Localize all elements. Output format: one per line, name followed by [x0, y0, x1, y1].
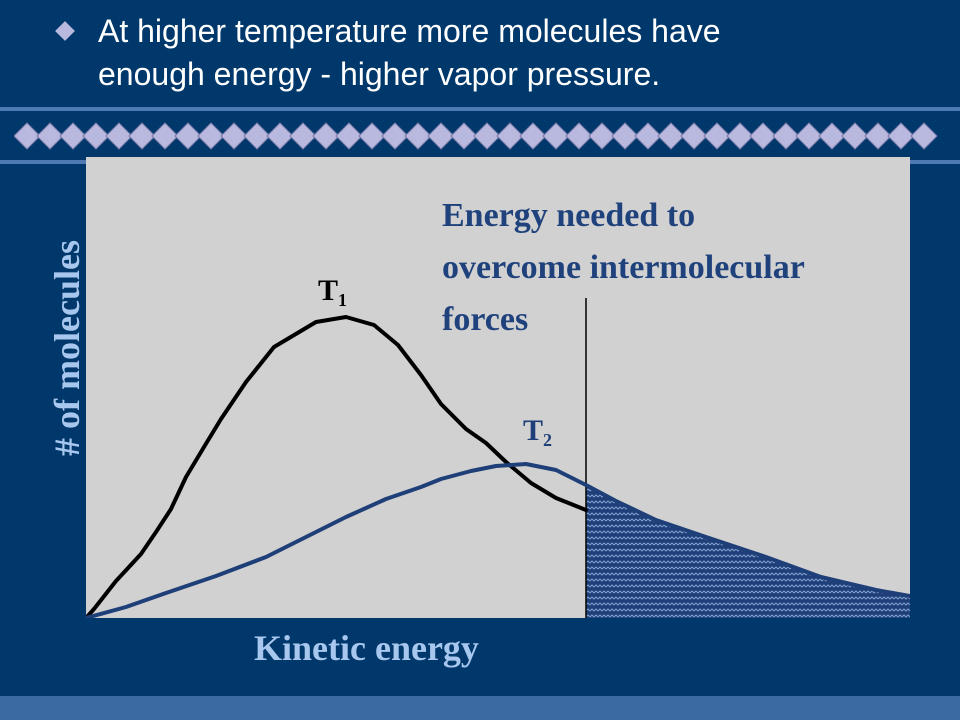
chain-diamond: [795, 122, 823, 150]
label-t2-sub: 2: [543, 430, 553, 450]
chain-diamond: [266, 122, 294, 150]
chain-diamond: [887, 122, 915, 150]
chain-diamond: [703, 122, 731, 150]
chain-diamond: [289, 122, 317, 150]
chain-diamond: [82, 122, 110, 150]
label-t1: T1: [318, 274, 347, 311]
diagram-panel: [86, 157, 910, 618]
chain-diamond: [151, 122, 179, 150]
bullet-text: At higher temperature more molecules hav…: [98, 10, 721, 96]
annotation-line-3: forces: [442, 301, 529, 338]
label-t1-sub: 1: [338, 290, 348, 310]
distribution-plot: [86, 298, 910, 618]
chain-diamond: [611, 122, 639, 150]
chain-diamond: [220, 122, 248, 150]
chain-diamond: [381, 122, 409, 150]
chain-diamond: [404, 122, 432, 150]
chain-diamond: [588, 122, 616, 150]
chain-diamond: [358, 122, 386, 150]
diamond-bullet-icon: [55, 21, 75, 41]
chain-diamond: [772, 122, 800, 150]
top-rule: [0, 107, 960, 111]
chain-diamond: [726, 122, 754, 150]
x-axis-title: Kinetic energy: [254, 628, 479, 668]
chain-diamond: [496, 122, 524, 150]
chain-diamond: [174, 122, 202, 150]
label-t2: T2: [523, 414, 552, 451]
chain-diamond: [450, 122, 478, 150]
chain-diamond: [243, 122, 271, 150]
chain-diamond: [542, 122, 570, 150]
label-t1-base: T: [318, 274, 339, 307]
chain-diamond: [14, 122, 41, 150]
chain-diamond: [910, 122, 938, 150]
annotation-line-2: overcome intermolecular: [442, 249, 805, 286]
chain-diamond: [818, 122, 846, 150]
chain-diamond: [680, 122, 708, 150]
chain-diamond: [749, 122, 777, 150]
chain-diamond: [657, 122, 685, 150]
chain-diamond: [36, 122, 64, 150]
label-t2-base: T: [523, 414, 544, 447]
energy-annotation: Energy needed to overcome intermolecular…: [442, 190, 805, 346]
bullet-line-2: enough energy - higher vapor pressure.: [98, 56, 661, 92]
chain-diamond: [312, 122, 340, 150]
chain-diamond: [128, 122, 156, 150]
chain-diamond: [59, 122, 87, 150]
chain-diamond: [473, 122, 501, 150]
annotation-line-1: Energy needed to: [442, 197, 696, 234]
chain-diamond: [565, 122, 593, 150]
chain-diamond: [105, 122, 133, 150]
curve-t1: [86, 315, 588, 618]
chain-diamond: [634, 122, 662, 150]
chain-diamond: [519, 122, 547, 150]
y-axis-title: # of molecules: [47, 240, 87, 456]
chain-diamond: [864, 122, 892, 150]
chain-diamond: [197, 122, 225, 150]
bullet-line-1: At higher temperature more molecules hav…: [98, 13, 721, 49]
chain-diamond: [841, 122, 869, 150]
curve-t2: [86, 462, 910, 618]
diamond-chain-icon: [14, 122, 938, 150]
chain-diamond: [335, 122, 363, 150]
bottom-strip: [0, 696, 960, 720]
chain-diamond: [427, 122, 455, 150]
